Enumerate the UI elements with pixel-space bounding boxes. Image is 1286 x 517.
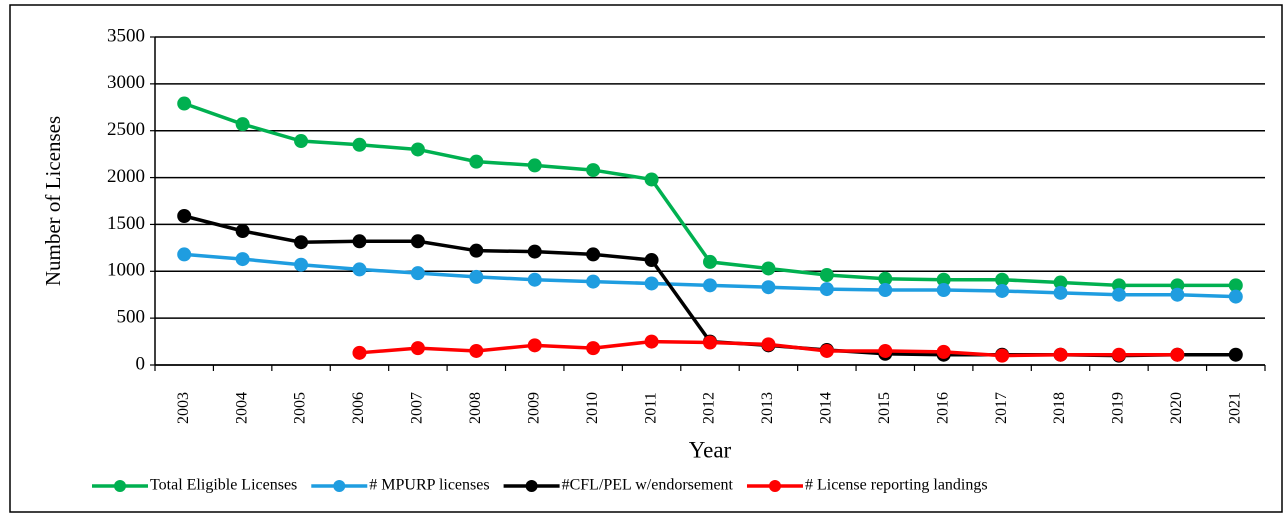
data-point: [177, 208, 192, 223]
data-point: [294, 134, 309, 149]
x-axis-label: Year: [689, 437, 732, 462]
data-point: [469, 269, 484, 284]
data-point: [1053, 275, 1068, 290]
x-tick-label: 2003: [175, 392, 192, 424]
data-point: [936, 283, 951, 298]
data-point: [819, 282, 834, 297]
data-point: [527, 244, 542, 259]
x-tick-label: 2006: [350, 392, 367, 424]
data-point: [644, 172, 659, 187]
y-tick-label: 2500: [107, 119, 145, 140]
data-point: [586, 341, 601, 356]
data-point: [586, 247, 601, 262]
x-tick-label: 2015: [876, 392, 893, 424]
y-tick-label: 2000: [107, 166, 145, 187]
y-tick-label: 1000: [107, 260, 145, 281]
data-point: [410, 266, 425, 281]
data-point: [995, 348, 1010, 363]
data-point: [761, 261, 776, 276]
x-tick-label: 2004: [233, 392, 250, 424]
data-point: [586, 274, 601, 289]
data-point: [1111, 347, 1126, 362]
x-tick-label: 2020: [1168, 392, 1185, 424]
data-point: [644, 276, 659, 291]
legend-label: Total Eligible Licenses: [150, 477, 297, 494]
x-tick-label: 2014: [818, 392, 835, 424]
x-tick-label: 2013: [759, 392, 776, 424]
data-point: [995, 272, 1010, 287]
x-tick-label: 2019: [1110, 392, 1127, 424]
legend-marker: [114, 480, 126, 492]
data-point: [1228, 347, 1243, 362]
data-point: [410, 142, 425, 157]
data-point: [294, 235, 309, 250]
x-tick-label: 2005: [292, 392, 309, 424]
x-tick-label: 2018: [1051, 392, 1068, 424]
data-point: [469, 154, 484, 169]
data-point: [644, 253, 659, 268]
x-tick-label: 2016: [934, 392, 951, 424]
legend-label: #CFL/PEL w/endorsement: [562, 477, 734, 494]
data-point: [878, 271, 893, 286]
legend-marker: [525, 480, 538, 492]
data-point: [819, 343, 834, 358]
x-tick-label: 2010: [584, 392, 601, 424]
y-tick-label: 1500: [107, 213, 145, 234]
data-point: [703, 278, 717, 293]
data-point: [235, 252, 250, 267]
data-point: [352, 234, 367, 249]
data-point: [1053, 347, 1068, 362]
data-point: [469, 343, 484, 358]
data-point: [703, 335, 717, 350]
y-axis-label: Number of Licenses: [41, 116, 65, 286]
data-point: [761, 337, 776, 352]
data-point: [527, 272, 542, 287]
data-point: [1170, 287, 1185, 302]
y-tick-label: 0: [136, 353, 146, 374]
data-point: [235, 117, 250, 132]
data-point: [936, 272, 951, 287]
data-point: [1228, 278, 1243, 293]
x-tick-label: 2008: [467, 392, 484, 424]
data-point: [1111, 287, 1126, 302]
data-point: [469, 243, 484, 258]
y-tick-label: 500: [117, 307, 146, 328]
legend-label: # MPURP licenses: [369, 477, 489, 494]
data-point: [410, 341, 425, 356]
y-tick-label: 3500: [107, 25, 145, 46]
data-point: [1170, 347, 1185, 362]
data-point: [410, 234, 425, 249]
data-point: [761, 280, 776, 295]
x-tick-label: 2021: [1226, 392, 1243, 424]
legend-label: # License reporting landings: [805, 477, 988, 494]
y-tick-label: 3000: [107, 72, 145, 93]
data-point: [177, 247, 192, 262]
data-point: [644, 334, 659, 349]
data-point: [995, 283, 1010, 298]
data-point: [878, 283, 893, 298]
x-tick-label: 2007: [409, 392, 426, 424]
data-point: [352, 137, 367, 152]
data-point: [527, 338, 542, 353]
data-point: [1228, 289, 1243, 304]
x-tick-label: 2017: [993, 392, 1010, 424]
data-point: [878, 343, 893, 358]
data-point: [177, 96, 192, 111]
x-tick-label: 2011: [642, 392, 659, 423]
x-tick-label: 2012: [701, 392, 718, 424]
data-point: [235, 223, 250, 238]
data-point: [352, 262, 367, 277]
data-point: [819, 268, 834, 283]
data-point: [703, 254, 717, 269]
data-point: [352, 345, 367, 360]
legend-marker: [768, 480, 781, 492]
legend-marker: [333, 480, 346, 492]
data-point: [527, 158, 542, 173]
data-point: [936, 344, 951, 359]
data-point: [1053, 285, 1068, 300]
data-point: [294, 257, 309, 272]
x-tick-label: 2009: [525, 392, 542, 424]
data-point: [586, 163, 601, 178]
